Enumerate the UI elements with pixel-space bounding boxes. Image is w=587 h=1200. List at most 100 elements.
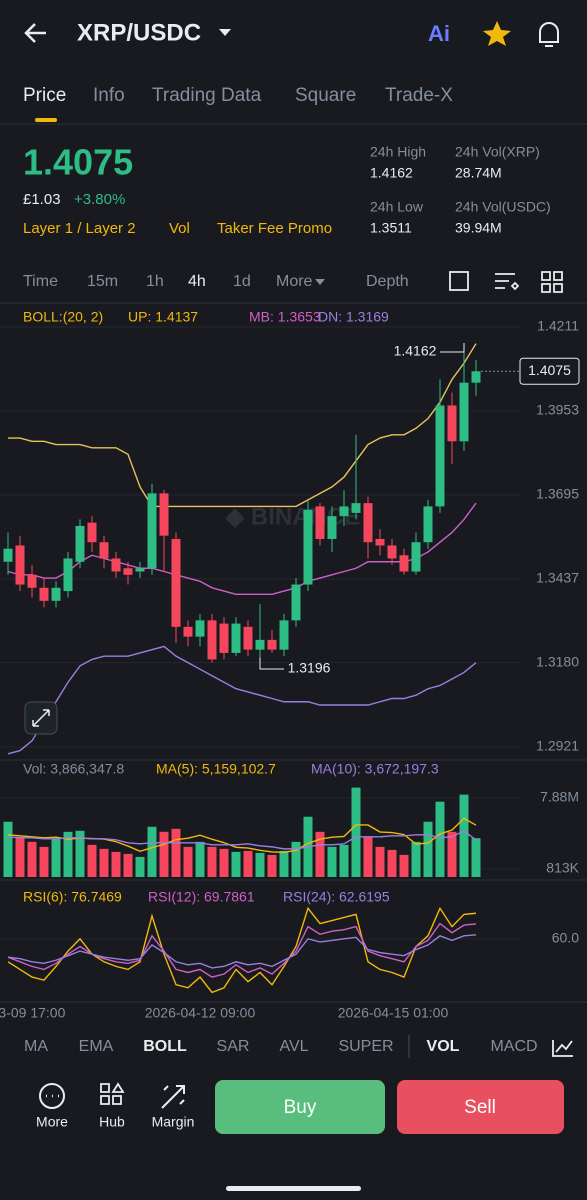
fiat-price: £1.03: [23, 191, 61, 208]
volume-bar: [435, 801, 445, 877]
volume-bar: [267, 854, 277, 877]
price-change: +3.80%: [74, 191, 125, 208]
boll-legend: UP: 1.4137: [128, 309, 198, 325]
rsi12-line: [7, 922, 477, 978]
stat-value: 1.4162: [370, 165, 413, 181]
candle-body: [363, 503, 373, 543]
volume-bar: [231, 851, 241, 877]
sell-button[interactable]: [397, 1080, 564, 1134]
x-tick-label: 2026-04-12 09:00: [145, 1005, 256, 1021]
action-label[interactable]: More: [36, 1114, 68, 1130]
stat-value: 39.94M: [455, 220, 502, 236]
candle-body: [267, 639, 277, 650]
more-dropdown[interactable]: [315, 279, 325, 285]
candle-body: [39, 587, 49, 601]
interval[interactable]: More: [276, 273, 313, 290]
interval[interactable]: 1d: [233, 273, 251, 290]
volume-bar: [279, 850, 289, 877]
tab[interactable]: Price: [23, 85, 66, 106]
candle-body: [147, 493, 157, 569]
volume-bar: [147, 826, 157, 877]
stat-value: 28.74M: [455, 165, 502, 181]
candle-body: [231, 623, 241, 653]
y-tick-label: 1.3437: [536, 570, 579, 586]
volume-bar: [471, 838, 481, 877]
volume-bar: [447, 831, 457, 877]
interval[interactable]: 1h: [146, 273, 164, 290]
rsi-legend: RSI(24): 62.6195: [283, 889, 390, 905]
interval[interactable]: 4h: [188, 273, 206, 290]
pair-dropdown[interactable]: [219, 29, 231, 36]
tab[interactable]: Trading Data: [152, 85, 262, 106]
volume-bar: [423, 821, 433, 877]
boll-dn-line: [7, 645, 477, 755]
vol-tick-label: 813K: [546, 860, 579, 876]
tab[interactable]: Trade-X: [385, 85, 453, 106]
buy-button[interactable]: [215, 1080, 385, 1134]
candle-body: [183, 626, 193, 637]
indicator-tab[interactable]: EMA: [79, 1038, 114, 1055]
volume-bar: [363, 836, 373, 877]
indicator-tab[interactable]: BOLL: [143, 1038, 187, 1055]
buy-label[interactable]: Buy: [284, 1097, 317, 1118]
drawing-tool[interactable]: [449, 271, 469, 291]
rsi-legend: RSI(6): 76.7469: [23, 889, 122, 905]
candle-body: [27, 574, 37, 588]
candle-body: [315, 506, 325, 539]
interval[interactable]: 15m: [87, 273, 118, 290]
candle-body: [99, 542, 109, 559]
low-pointer: [259, 657, 284, 670]
indicator-tab[interactable]: SAR: [217, 1038, 250, 1055]
volume-bar: [219, 848, 229, 877]
indicator-tab[interactable]: AVL: [279, 1038, 308, 1055]
volume-bar: [87, 844, 97, 877]
tab-indicator: [35, 118, 57, 122]
indicator-tab[interactable]: MACD: [490, 1038, 537, 1055]
volume-bar: [399, 854, 409, 877]
tab[interactable]: Info: [93, 85, 125, 106]
more-icon[interactable]: [39, 1083, 65, 1109]
indicator-tab[interactable]: MA: [24, 1038, 48, 1055]
chart-settings[interactable]: [552, 1040, 573, 1057]
boll-mb-line: [7, 502, 477, 596]
tag[interactable]: Taker Fee Promo: [217, 220, 332, 237]
candle-body: [375, 538, 385, 546]
tool-icons: [449, 271, 563, 293]
volume-bar: [291, 841, 301, 877]
y-tick-label: 1.3180: [536, 653, 579, 669]
margin-icon[interactable]: [161, 1085, 185, 1109]
favorite-icon[interactable]: [483, 21, 511, 46]
volume-bar: [183, 846, 193, 877]
interval[interactable]: Time: [23, 273, 58, 290]
action-label[interactable]: Margin: [152, 1114, 195, 1130]
price-panel: [3, 342, 481, 755]
candle-body: [255, 639, 265, 650]
pair-title[interactable]: XRP/USDC: [77, 19, 201, 46]
indicator-tab[interactable]: SUPER: [338, 1038, 393, 1055]
indicator-tab[interactable]: VOL: [427, 1038, 460, 1055]
alert-icon[interactable]: [539, 22, 559, 47]
vol-legend: MA(10): 3,672,197.3: [311, 761, 439, 777]
y-tick-label: 1.4211: [537, 318, 579, 334]
interval[interactable]: Depth: [366, 273, 409, 290]
volume-bar: [387, 849, 397, 877]
hub-icon[interactable]: [100, 1082, 125, 1105]
candle-body: [171, 538, 181, 627]
sell-label[interactable]: Sell: [464, 1097, 496, 1118]
back-button[interactable]: [24, 23, 46, 43]
ai-icon[interactable]: Ai: [428, 21, 450, 46]
candle-body: [87, 522, 97, 543]
indicator-settings[interactable]: [495, 273, 520, 291]
stat-label: 24h Vol(XRP): [455, 144, 540, 160]
action-label[interactable]: Hub: [99, 1114, 125, 1130]
layout-tool[interactable]: [541, 271, 563, 293]
last-price-box: [519, 357, 580, 385]
volume-bar: [75, 830, 85, 877]
tag[interactable]: Layer 1 / Layer 2: [23, 220, 136, 237]
candle-body: [399, 555, 409, 572]
tag[interactable]: Vol: [169, 220, 190, 237]
tab[interactable]: Square: [295, 85, 356, 106]
volume-bar: [327, 846, 337, 877]
stat-value: 1.3511: [370, 220, 412, 236]
